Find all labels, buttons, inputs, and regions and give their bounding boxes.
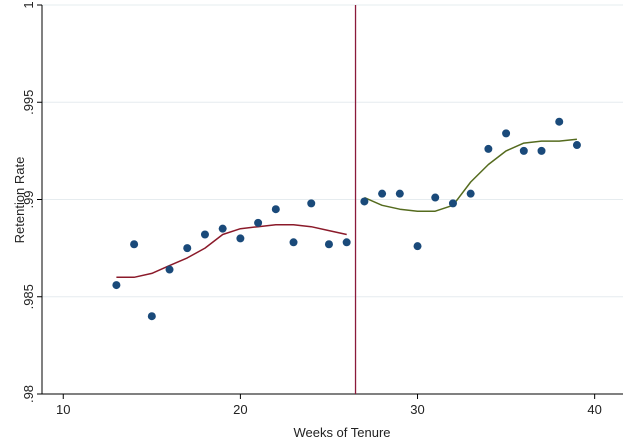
y-tick-label: 1 [21,1,36,8]
fit-lines [116,138,577,279]
data-point [484,144,493,153]
data-point [431,193,440,202]
data-point [324,240,333,249]
fit-line-before [116,224,347,279]
x-tick-label: 10 [56,402,70,417]
y-axis-title: Retention Rate [12,157,27,244]
y-tick-label: .995 [21,90,36,115]
x-tick-label: 40 [587,402,601,417]
data-point [555,117,564,126]
data-point [112,281,121,290]
data-point [502,129,511,138]
data-point [183,244,192,253]
data-point [448,199,457,208]
data-point [147,312,156,321]
y-tick-label: .98 [21,385,36,403]
data-point [572,141,581,150]
data-point [218,224,227,233]
data-point [395,189,404,198]
data-point [342,238,351,247]
data-point [466,189,475,198]
data-point [537,146,546,155]
x-tick-label: 30 [410,402,424,417]
x-tick-label: 20 [233,402,247,417]
data-point [130,240,139,249]
data-point [236,234,245,243]
data-point [378,189,387,198]
x-axis-title: Weeks of Tenure [293,425,390,440]
data-point [289,238,298,247]
y-tick-label: .99 [21,190,36,208]
data-point [307,199,316,208]
data-points [112,117,581,321]
data-point [254,218,263,227]
fit-line-after [364,138,577,212]
data-point [165,265,174,274]
y-tick-label: .985 [21,284,36,309]
data-point [519,146,528,155]
data-point [200,230,209,239]
tick-labels: .98 .985 .99 .995 1 10 20 30 40 [21,1,602,417]
data-point [271,205,280,214]
tick-marks [37,4,596,399]
data-point [413,242,422,251]
data-point [360,197,369,206]
